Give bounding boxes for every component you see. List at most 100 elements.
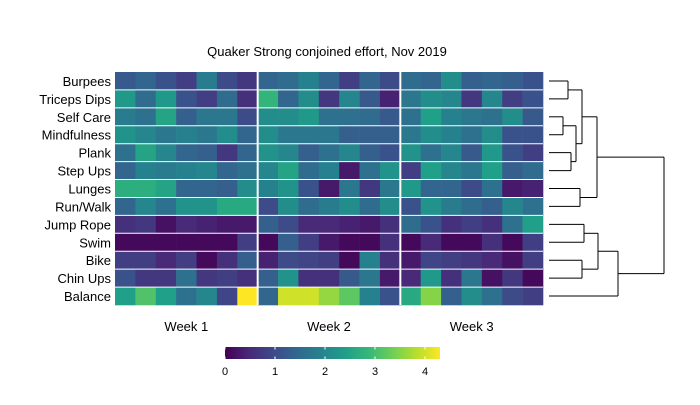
heatmap-cell <box>176 72 197 91</box>
heatmap-cell <box>359 143 381 162</box>
heatmap-cell <box>196 215 218 234</box>
heatmap-cell <box>135 89 157 109</box>
heatmap-cell <box>257 125 279 144</box>
heatmap-cell <box>155 125 177 144</box>
heatmap-cell <box>216 143 238 162</box>
heatmap-cell <box>400 233 422 252</box>
heatmap-cell <box>278 107 299 127</box>
heatmap-cell <box>298 161 320 180</box>
heatmap-cell <box>298 215 320 234</box>
heatmap-cell <box>379 107 401 127</box>
row-label: Plank <box>78 146 111 161</box>
heatmap-cell <box>278 89 299 109</box>
heatmap-cell <box>155 269 177 288</box>
colorbar-tick-label: 3 <box>372 366 378 378</box>
heatmap-cell <box>461 251 483 270</box>
heatmap-cell <box>196 179 218 198</box>
heatmap-cell <box>420 197 442 216</box>
row-label: Triceps Dips <box>39 92 111 107</box>
heatmap-cell <box>176 269 197 288</box>
heatmap-cell <box>379 89 401 109</box>
heatmap-cell <box>339 179 360 198</box>
heatmap-cell <box>278 125 299 144</box>
heatmap-cell <box>257 179 279 198</box>
heatmap-cell <box>461 89 483 109</box>
heatmap-cell <box>339 215 360 234</box>
heatmap-cell <box>379 287 401 306</box>
heatmap-cell <box>216 179 238 198</box>
heatmap-cell <box>481 72 503 91</box>
heatmap-cell <box>196 197 218 216</box>
heatmap-cell <box>400 197 422 216</box>
heatmap-cell <box>441 251 462 270</box>
heatmap-cell <box>522 72 544 91</box>
heatmap-cell <box>278 215 299 234</box>
heatmap-cell <box>359 125 381 144</box>
heatmap-cell <box>216 89 238 109</box>
heatmap-cell <box>155 215 177 234</box>
heatmap-cell <box>237 161 258 180</box>
heatmap-cell <box>298 269 320 288</box>
heatmap-cell <box>522 251 544 270</box>
heatmap-cell <box>441 179 462 198</box>
heatmap-cell <box>400 215 422 234</box>
row-label: Step Ups <box>58 164 112 179</box>
heatmap-cell <box>461 197 483 216</box>
heatmap-cell <box>216 72 238 91</box>
heatmap-cell <box>400 143 422 162</box>
heatmap-cell <box>216 269 238 288</box>
heatmap-cell <box>257 197 279 216</box>
heatmap-cell <box>379 251 401 270</box>
heatmap-cell <box>278 143 299 162</box>
heatmap-cell <box>339 251 360 270</box>
heatmap-cell <box>196 125 218 144</box>
heatmap-cell <box>502 251 523 270</box>
heatmap-cell <box>502 143 523 162</box>
heatmap-cell <box>196 251 218 270</box>
heatmap-cell <box>115 89 136 109</box>
heatmap-cell <box>298 125 320 144</box>
heatmap-cell <box>420 251 442 270</box>
heatmap-cell <box>502 107 523 127</box>
heatmap-cell <box>278 72 299 91</box>
colorbar-tick-label: 2 <box>322 366 328 378</box>
heatmap-cell <box>115 107 136 127</box>
heatmap-cell <box>481 287 503 306</box>
heatmap-cell <box>441 72 462 91</box>
heatmap-cell <box>420 287 442 306</box>
heatmap-cell <box>522 287 544 306</box>
row-label: Swim <box>79 235 111 250</box>
heatmap-cell <box>339 269 360 288</box>
heatmap-cell <box>400 287 422 306</box>
heatmap-cell <box>359 287 381 306</box>
heatmap-cell <box>339 125 360 144</box>
heatmap-cell <box>502 125 523 144</box>
heatmap-cell <box>339 89 360 109</box>
heatmap-cell <box>461 143 483 162</box>
heatmap-cell <box>461 215 483 234</box>
heatmap-cell <box>400 125 422 144</box>
heatmap-cell <box>298 143 320 162</box>
heatmap-cell <box>441 287 462 306</box>
heatmap-cell <box>115 143 136 162</box>
heatmap-cell <box>420 89 442 109</box>
heatmap-cell <box>461 125 483 144</box>
heatmap-cell <box>115 215 136 234</box>
heatmap-cell <box>359 269 381 288</box>
heatmap-cell <box>502 233 523 252</box>
heatmap-cell <box>318 107 340 127</box>
heatmap-cell <box>420 269 442 288</box>
heatmap-cell <box>339 161 360 180</box>
heatmap-cell <box>115 161 136 180</box>
heatmap-cell <box>379 215 401 234</box>
heatmap-cell <box>522 89 544 109</box>
heatmap-cell <box>441 125 462 144</box>
heatmap-cell <box>481 269 503 288</box>
heatmap-cell <box>115 125 136 144</box>
heatmap-cell <box>135 143 157 162</box>
heatmap-cell <box>481 251 503 270</box>
heatmap-cell <box>359 72 381 91</box>
heatmap-cell <box>278 233 299 252</box>
heatmap-cell <box>400 89 422 109</box>
heatmap-cell <box>237 269 258 288</box>
